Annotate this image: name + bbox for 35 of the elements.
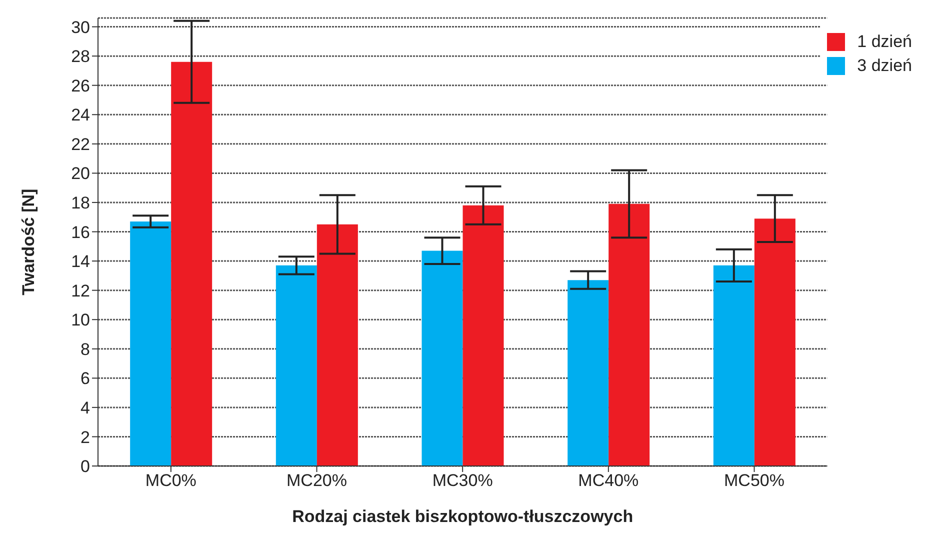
y-tick-label: 8	[80, 340, 90, 359]
x-tick-label: MC30%	[432, 471, 493, 490]
x-tick-label: MC0%	[145, 471, 196, 490]
y-tick-label: 28	[71, 47, 90, 66]
x-tick-label: MC40%	[578, 471, 639, 490]
y-tick-label: 24	[71, 106, 90, 125]
legend-label: 1 dzień	[857, 32, 912, 52]
bar	[568, 280, 609, 466]
y-tick-label: 18	[71, 194, 90, 213]
x-axis-title: Rodzaj ciastek biszkoptowo-tłuszczowych	[292, 507, 634, 526]
y-tick-label: 4	[80, 398, 90, 418]
bar	[713, 265, 754, 466]
y-tick-label: 16	[71, 222, 90, 242]
y-tick-label: 30	[71, 18, 90, 37]
y-tick-label: 26	[71, 76, 90, 96]
bar	[276, 265, 317, 466]
bar	[608, 204, 650, 466]
y-tick-label: 12	[71, 281, 90, 300]
y-tick-label: 10	[71, 310, 90, 330]
y-tick-label: 22	[71, 134, 90, 154]
y-tick-label: 6	[80, 369, 90, 388]
bar	[171, 62, 212, 466]
y-axis-title: Twardość [N]	[19, 188, 38, 296]
bar	[754, 218, 796, 466]
bar	[462, 205, 504, 466]
y-tick-label: 20	[71, 164, 90, 184]
bar	[422, 250, 463, 466]
y-tick-label: 14	[71, 252, 90, 272]
x-tick-label: MC50%	[724, 471, 784, 490]
legend-label: 3 dzień	[857, 56, 912, 76]
bar	[316, 224, 358, 466]
y-tick-label: 0	[80, 457, 90, 476]
x-tick-label: MC20%	[286, 471, 347, 490]
bar	[130, 222, 172, 466]
y-tick-label: 2	[80, 428, 90, 447]
